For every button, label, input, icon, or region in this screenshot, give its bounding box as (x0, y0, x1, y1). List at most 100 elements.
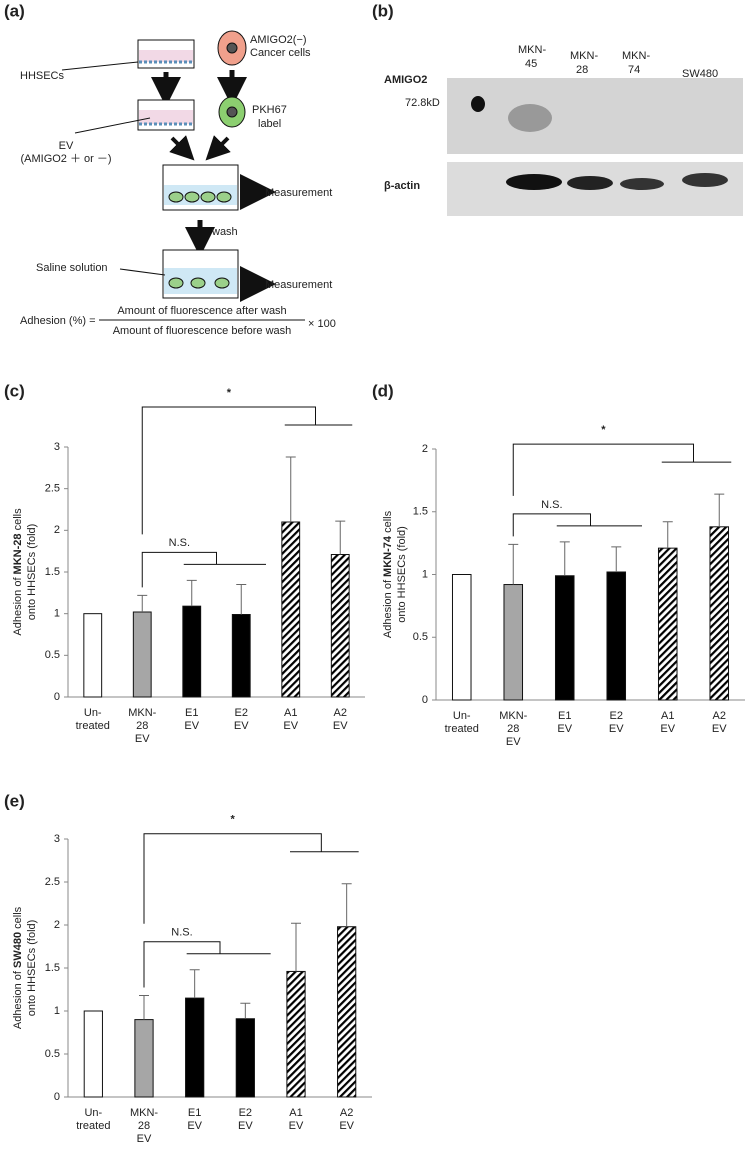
blot (447, 78, 743, 216)
y-tick-label: 1 (54, 1005, 60, 1017)
y-tick-label: 2 (54, 919, 60, 931)
x-tick-label: EV (184, 720, 199, 732)
x-tick-label: EV (506, 736, 521, 748)
bar (231, 614, 251, 698)
row-label: β-actin (384, 180, 420, 192)
x-tick-label: treated (76, 720, 110, 732)
bar (606, 571, 627, 701)
annotation: * (227, 387, 232, 399)
error-bar (559, 541, 570, 576)
bar (451, 574, 472, 701)
x-tick-label: E2 (610, 710, 623, 722)
lane-label: 45 (525, 58, 537, 70)
bracket (143, 941, 221, 988)
y-tick-label: 3 (54, 441, 60, 453)
formula: Amount of fluorescence before wash (113, 325, 292, 337)
bracket (512, 443, 694, 496)
error-bar (291, 922, 301, 972)
error-bar (508, 543, 519, 585)
bar (503, 584, 524, 701)
x-tick-label: A1 (284, 707, 297, 719)
y-axis-label-part: cells (12, 906, 24, 932)
x-tick-label: E1 (558, 710, 571, 722)
diagram (61, 30, 305, 321)
x-tick-label: EV (339, 1120, 354, 1132)
x-tick-label: EV (187, 1120, 202, 1132)
x-tick-label: 28 (138, 1120, 150, 1132)
x-tick-label: EV (333, 720, 348, 732)
x-tick-label: EV (283, 720, 298, 732)
lane-label: 74 (628, 64, 640, 76)
x-tick-label: A2 (340, 1107, 353, 1119)
x-tick-label: EV (557, 723, 572, 735)
x-tick-label: treated (76, 1120, 110, 1132)
bar (83, 613, 103, 698)
x-tick-label: EV (135, 733, 150, 745)
error-bar (186, 579, 197, 607)
y-tick-label: 0 (54, 691, 60, 703)
bracket (141, 406, 316, 535)
x-tick-label: A2 (713, 710, 726, 722)
lane-label: SW480 (682, 68, 718, 80)
annotation: N.S. (541, 499, 562, 511)
bar (83, 1010, 103, 1098)
y-tick-label: 0.5 (413, 631, 428, 643)
x-tick-label: EV (289, 1120, 304, 1132)
error-bar (236, 584, 247, 615)
error-bar (189, 969, 200, 999)
y-axis-label-part: Adhesion of (382, 577, 394, 638)
x-tick-label: MKN- (128, 707, 156, 719)
bar (134, 1019, 154, 1098)
y-axis-label: Adhesion of MKN-28 cells (12, 508, 24, 636)
bar (182, 605, 202, 698)
bar (709, 526, 730, 701)
x-tick-label: MKN- (499, 710, 527, 722)
x-tick-label: A1 (661, 710, 674, 722)
panel-label: (d) (372, 381, 394, 400)
y-axis-label-part: MKN-74 (382, 535, 394, 577)
x-tick-label: Un- (84, 1107, 102, 1119)
y-axis-label: onto HHSECs (fold) (396, 526, 408, 623)
annotation: N.S. (171, 927, 192, 939)
x-tick-label: 28 (136, 720, 148, 732)
annotation: * (601, 424, 606, 436)
y-axis-label-part: cells (382, 510, 394, 536)
y-tick-label: 2.5 (45, 483, 60, 495)
x-tick-label: 28 (507, 723, 519, 735)
y-axis-label: onto HHSECs (fold) (26, 524, 38, 621)
error-bar (285, 456, 296, 522)
error-bar (341, 883, 352, 927)
annotation: * (231, 814, 236, 826)
y-tick-label: 0.5 (45, 1048, 60, 1060)
formula: Adhesion (%) = (20, 315, 96, 327)
bar (330, 554, 350, 698)
bar (286, 970, 306, 1098)
formula: × 100 (308, 318, 336, 330)
error-bar (240, 1002, 251, 1019)
y-axis-label-part: MKN-28 (12, 533, 24, 574)
y-tick-label: 1.5 (45, 962, 60, 974)
x-tick-label: EV (238, 1120, 253, 1132)
bar (132, 611, 152, 698)
x-tick-label: EV (712, 723, 727, 735)
x-tick-label: EV (609, 723, 624, 735)
x-tick-label: E2 (239, 1107, 252, 1119)
x-tick-label: MKN- (130, 1107, 158, 1119)
y-tick-label: 3 (54, 833, 60, 845)
y-tick-label: 2.5 (45, 876, 60, 888)
lane-label: 28 (576, 64, 588, 76)
y-tick-label: 0 (422, 694, 428, 706)
diagram-label: Measurement (265, 279, 332, 291)
x-tick-label: A2 (334, 707, 347, 719)
y-tick-label: 1 (54, 608, 60, 620)
bar (554, 575, 575, 701)
y-axis-label: onto HHSECs (fold) (26, 920, 38, 1017)
diagram-label: Cancer cells (250, 47, 311, 59)
bracket (141, 551, 217, 588)
bracket (143, 833, 322, 924)
y-tick-label: 1.5 (45, 566, 60, 578)
y-axis-label-part: Adhesion of (12, 574, 24, 635)
x-tick-label: E1 (188, 1107, 201, 1119)
panel-label: (e) (4, 791, 25, 810)
